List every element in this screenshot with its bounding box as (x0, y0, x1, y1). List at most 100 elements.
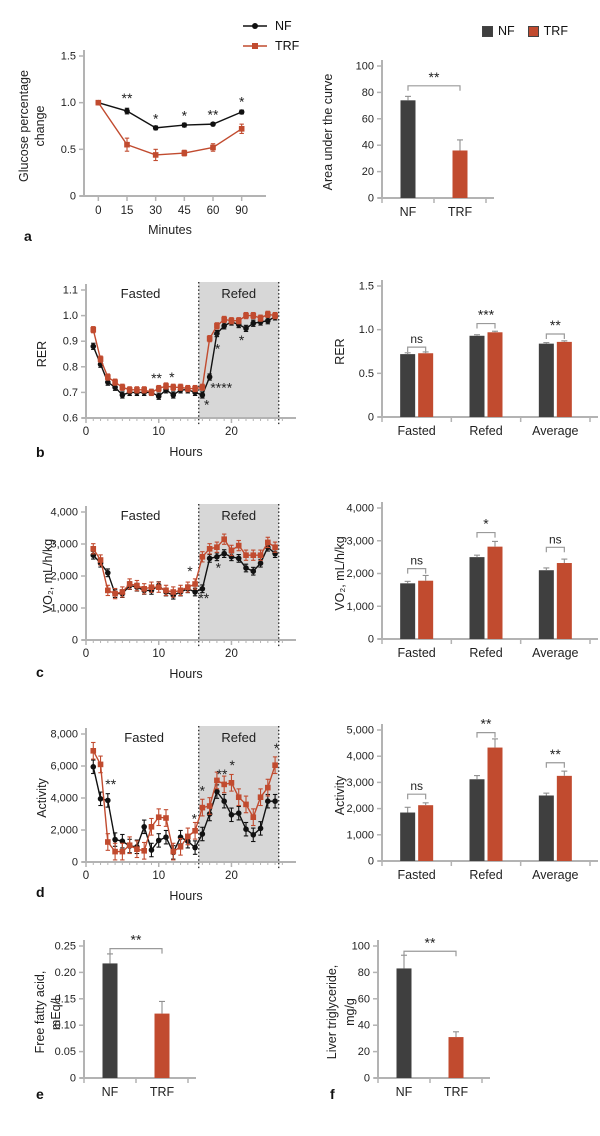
svg-text:0: 0 (72, 857, 78, 869)
a-line-svg: 00.51.01.50 15 30 45 60 90*** * ***Glucose perc… (17, 50, 266, 237)
bar-nf-average (538, 343, 554, 417)
svg-text:**: ** (481, 716, 492, 732)
svg-text:3,000: 3,000 (346, 777, 374, 789)
svg-text:0: 0 (95, 205, 101, 217)
bar-nf-fasted (400, 583, 416, 639)
svg-text:60: 60 (207, 205, 220, 217)
svg-text:Fasted: Fasted (398, 868, 436, 882)
svg-text:20: 20 (362, 166, 374, 178)
rer-bar-chart: 0 0.5 1.0 1.5 Fasted Refed Average ns *** ** RER (300, 260, 600, 487)
svg-text:Refed: Refed (469, 646, 502, 660)
liver-tg-bar-chart: 0 20 40 60 80 100 NF TRF ** Liver triglyceride, mg… (300, 926, 600, 1136)
svg-text:Free fatty acid,: Free fatty acid, (33, 971, 47, 1054)
svg-text:NF: NF (102, 1085, 119, 1099)
svg-text:0: 0 (364, 1073, 370, 1085)
svg-text:20: 20 (358, 1046, 370, 1058)
svg-text:80: 80 (362, 87, 374, 99)
svg-text:Refed: Refed (469, 868, 502, 882)
svg-text:1.0: 1.0 (63, 310, 78, 322)
bar-nf-average (538, 795, 554, 861)
nf-circle-marker-icon (243, 23, 267, 29)
trf-square-marker-icon (243, 43, 267, 49)
bar-trf (448, 1037, 464, 1078)
svg-text:**: ** (198, 590, 209, 606)
bar-trf (154, 1013, 170, 1078)
svg-text:1.1: 1.1 (63, 285, 78, 297)
svg-text:**: ** (151, 370, 162, 386)
auc-bar-chart: 0 20 40 60 80 100 NF TRF ** Area under the curve (300, 0, 600, 263)
svg-text:**: ** (208, 107, 219, 123)
svg-text:0.10: 0.10 (55, 1020, 76, 1032)
bar-legend: NF TRF (482, 24, 568, 38)
svg-text:100: 100 (356, 61, 374, 73)
line-legend-item-nf: NF (242, 16, 299, 36)
panel-label-f: f (330, 1086, 335, 1102)
rer-line-chart: 0.6 0.7 0.8 0.9 1.0 1.1 0 10 20 Fasted Refed ** * * * *… (0, 260, 300, 487)
svg-text:*: * (215, 340, 221, 356)
svg-text:RER: RER (35, 341, 49, 367)
bar-nf (102, 963, 118, 1078)
svg-text:Minutes: Minutes (148, 223, 192, 237)
bar-trf-refed (487, 332, 503, 417)
svg-text:mg/g: mg/g (343, 998, 357, 1026)
f-bar-svg: 0 20 40 60 80 100 NF TRF ** Liver triglyceride, mg… (325, 934, 490, 1099)
vo2-line-chart: 0 1,000 2,000 3,000 4,000 0 10 20 Fasted Refed * **… (0, 482, 300, 709)
svg-text:2,000: 2,000 (50, 825, 78, 837)
svg-text:**: ** (122, 90, 133, 106)
svg-text:0: 0 (368, 856, 374, 868)
svg-text:0: 0 (83, 870, 89, 882)
svg-text:***: *** (478, 307, 495, 323)
svg-text:**: ** (550, 746, 561, 762)
series-nf (95, 99, 245, 131)
panel-label-e: e (36, 1086, 44, 1102)
svg-text:**: ** (425, 934, 436, 950)
svg-text:1.0: 1.0 (359, 324, 374, 336)
svg-text:0: 0 (83, 426, 89, 438)
panel-label-a: a (24, 228, 32, 244)
svg-text:TRF: TRF (448, 205, 473, 219)
bar-trf-fasted (418, 353, 434, 417)
svg-text:TRF: TRF (150, 1085, 175, 1099)
glucose-line-chart: 0 0.5 1.0 1.5 0 15 30 45 60 90 ** * * ** * Glucose perc… (0, 0, 300, 263)
series-trf (90, 533, 278, 600)
svg-text:Average: Average (532, 868, 578, 882)
svg-text:Fasted: Fasted (398, 424, 436, 438)
line-legend-item-trf: TRF (242, 36, 299, 56)
bar-legend-label-trf: TRF (543, 24, 568, 38)
bar-trf-average (556, 563, 572, 639)
svg-text:0: 0 (70, 1073, 76, 1085)
svg-text:Glucose percentage: Glucose percentage (17, 70, 31, 182)
svg-text:Fasted: Fasted (398, 646, 436, 660)
ffa-bar-chart: 0 0.05 0.10 0.15 0.20 0.25 NF TRF ** Free fatty a… (0, 926, 300, 1136)
panel-label-d: d (36, 884, 45, 900)
svg-text:NF: NF (400, 205, 417, 219)
svg-text:Area under the curve: Area under the curve (321, 74, 335, 191)
svg-text:Refed: Refed (221, 730, 256, 745)
svg-text:Hours: Hours (169, 667, 202, 681)
svg-text:Refed: Refed (221, 508, 256, 523)
svg-text:ns: ns (549, 532, 562, 546)
svg-text:mEq/L: mEq/L (49, 994, 63, 1030)
svg-text:8,000: 8,000 (50, 729, 78, 741)
panel-label-b: b (36, 444, 45, 460)
svg-text:10: 10 (152, 648, 165, 660)
d-bar-svg: 0 1,000 2,000 3,000 4,000 5,000 Fasted Refed Ave… (333, 716, 598, 882)
svg-text:*: * (239, 332, 245, 348)
svg-text:*: * (182, 108, 188, 124)
svg-text:**: ** (550, 317, 561, 333)
svg-text:0.7: 0.7 (63, 387, 78, 399)
svg-text:*: * (213, 329, 219, 345)
bar-nf-refed (469, 779, 485, 861)
svg-text:40: 40 (362, 140, 374, 152)
series-trf (90, 741, 278, 861)
svg-text:2,000: 2,000 (346, 568, 374, 580)
bar-trf-fasted (418, 805, 434, 861)
svg-text:0.25: 0.25 (55, 941, 76, 953)
svg-text:Hours: Hours (169, 889, 202, 903)
svg-text:0: 0 (368, 412, 374, 424)
svg-text:90: 90 (235, 205, 248, 217)
svg-text:*: * (229, 757, 235, 773)
